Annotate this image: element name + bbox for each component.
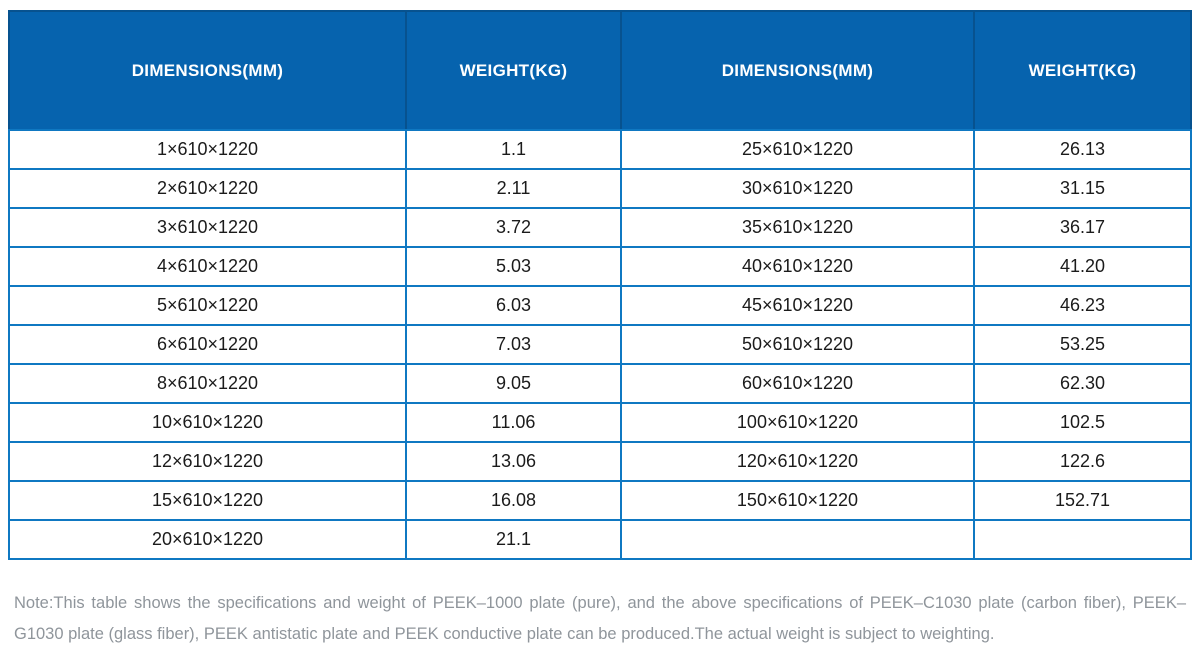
table-cell: 7.03 — [405, 324, 622, 365]
table-cell: 46.23 — [973, 285, 1192, 326]
table-cell: 45×610×1220 — [620, 285, 975, 326]
table-cell: 26.13 — [973, 129, 1192, 170]
column-header-weight-2: WEIGHT(KG) — [973, 10, 1192, 131]
table-cell: 11.06 — [405, 402, 622, 443]
table-cell: 9.05 — [405, 363, 622, 404]
table-cell: 35×610×1220 — [620, 207, 975, 248]
table-cell: 36.17 — [973, 207, 1192, 248]
table-cell: 152.71 — [973, 480, 1192, 521]
header-row: DIMENSIONS(MM) WEIGHT(KG) DIMENSIONS(MM)… — [8, 10, 1192, 131]
table-cell: 40×610×1220 — [620, 246, 975, 287]
table-cell: 3×610×1220 — [8, 207, 407, 248]
table-row: 5×610×1220 6.03 45×610×1220 46.23 — [8, 285, 1192, 326]
table-cell: 102.5 — [973, 402, 1192, 443]
table-cell: 6.03 — [405, 285, 622, 326]
table-cell: 16.08 — [405, 480, 622, 521]
column-header-dimensions-2: DIMENSIONS(MM) — [620, 10, 975, 131]
table-row: 1×610×1220 1.1 25×610×1220 26.13 — [8, 129, 1192, 170]
table-cell: 41.20 — [973, 246, 1192, 287]
table-cell: 100×610×1220 — [620, 402, 975, 443]
table-cell: 31.15 — [973, 168, 1192, 209]
table-row: 8×610×1220 9.05 60×610×1220 62.30 — [8, 363, 1192, 404]
table-cell: 4×610×1220 — [8, 246, 407, 287]
table-cell: 2.11 — [405, 168, 622, 209]
table-row: 12×610×1220 13.06 120×610×1220 122.6 — [8, 441, 1192, 482]
table-cell: 13.06 — [405, 441, 622, 482]
table-cell: 12×610×1220 — [8, 441, 407, 482]
spec-table-body: 1×610×1220 1.1 25×610×1220 26.13 2×610×1220 2… — [8, 129, 1192, 560]
table-cell — [620, 519, 975, 560]
table-cell: 53.25 — [973, 324, 1192, 365]
table-cell — [973, 519, 1192, 560]
table-cell: 8×610×1220 — [8, 363, 407, 404]
table-cell: 6×610×1220 — [8, 324, 407, 365]
table-cell: 10×610×1220 — [8, 402, 407, 443]
table-cell: 60×610×1220 — [620, 363, 975, 404]
table-cell: 15×610×1220 — [8, 480, 407, 521]
table-cell: 120×610×1220 — [620, 441, 975, 482]
table-row: 4×610×1220 5.03 40×610×1220 41.20 — [8, 246, 1192, 287]
table-cell: 2×610×1220 — [8, 168, 407, 209]
note-text: Note:This table shows the specifications… — [14, 594, 1186, 643]
table-cell: 3.72 — [405, 207, 622, 248]
table-cell: 20×610×1220 — [8, 519, 407, 560]
table-cell: 21.1 — [405, 519, 622, 560]
table-row: 2×610×1220 2.11 30×610×1220 31.15 — [8, 168, 1192, 209]
column-header-weight-1: WEIGHT(KG) — [405, 10, 622, 131]
table-cell: 122.6 — [973, 441, 1192, 482]
column-header-dimensions-1: DIMENSIONS(MM) — [8, 10, 407, 131]
table-cell: 150×610×1220 — [620, 480, 975, 521]
table-cell: 62.30 — [973, 363, 1192, 404]
table-row: 10×610×1220 11.06 100×610×1220 102.5 — [8, 402, 1192, 443]
table-cell: 50×610×1220 — [620, 324, 975, 365]
table-row: 6×610×1220 7.03 50×610×1220 53.25 — [8, 324, 1192, 365]
table-cell: 1×610×1220 — [8, 129, 407, 170]
spec-table: DIMENSIONS(MM) WEIGHT(KG) DIMENSIONS(MM)… — [8, 10, 1192, 560]
table-row: 15×610×1220 16.08 150×610×1220 152.71 — [8, 480, 1192, 521]
table-row: 3×610×1220 3.72 35×610×1220 36.17 — [8, 207, 1192, 248]
table-cell: 1.1 — [405, 129, 622, 170]
spec-table-head: DIMENSIONS(MM) WEIGHT(KG) DIMENSIONS(MM)… — [8, 10, 1192, 131]
table-cell: 30×610×1220 — [620, 168, 975, 209]
table-row: 20×610×1220 21.1 — [8, 519, 1192, 560]
table-cell: 25×610×1220 — [620, 129, 975, 170]
table-cell: 5.03 — [405, 246, 622, 287]
table-cell: 5×610×1220 — [8, 285, 407, 326]
